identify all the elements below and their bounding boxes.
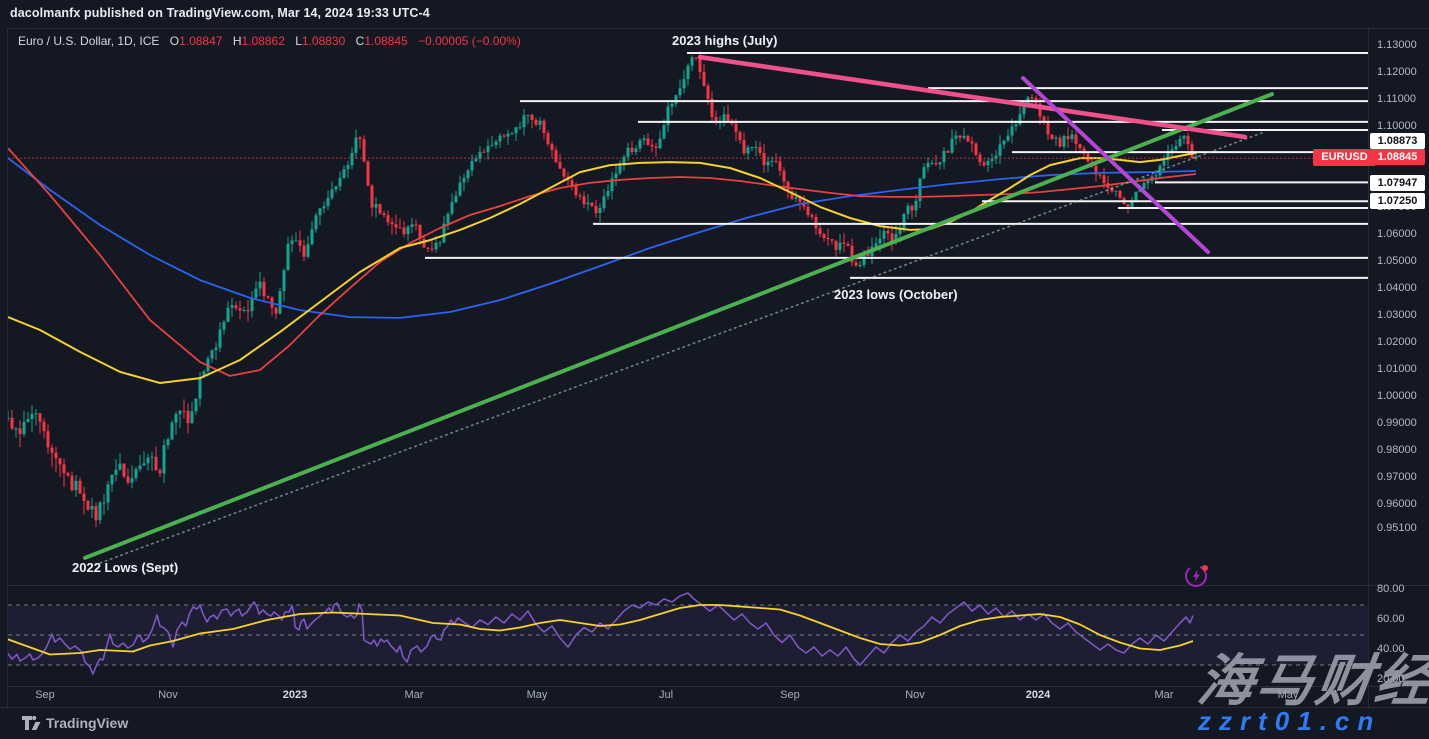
ma_blue-line (8, 157, 1197, 319)
ma_yellow-line (8, 151, 1197, 384)
annotation-2023-highs[interactable]: 2023 highs (July) (672, 33, 778, 48)
open-value: 1.08847 (179, 34, 223, 48)
rsi-ma-line (8, 604, 1194, 656)
change-value: −0.00005 (−0.00%) (418, 34, 521, 48)
purple-downtrend-line (1021, 76, 1210, 254)
symbol-price-badge: EURUSD (1313, 148, 1376, 166)
ma_red-line (8, 147, 1197, 377)
dotted-longterm-trendline (94, 132, 1263, 566)
price-axis-label: 0.98000 (1377, 444, 1417, 456)
high-label: H (232, 34, 242, 48)
pane-left-border (7, 28, 8, 707)
watermark-url: zzrt01.cn (1198, 706, 1382, 736)
price-axis-border[interactable] (1368, 28, 1369, 707)
watermark-text: 海马财经 (1194, 649, 1429, 712)
price-axis-label: 1.06000 (1377, 228, 1417, 240)
time-axis-label: Mar (1154, 689, 1174, 701)
notification-dot (1202, 565, 1208, 571)
price-axis-label: 0.99000 (1377, 417, 1417, 429)
time-axis-label: Sep (35, 689, 55, 701)
green-uptrend-line (83, 92, 1274, 560)
time-axis-label: Nov (158, 689, 178, 701)
low-label: L (295, 34, 302, 48)
technicals-gauge-icon[interactable] (1182, 560, 1212, 590)
symbol-legend[interactable]: Euro / U.S. Dollar, 1D, ICE O1.08847 H1.… (18, 34, 521, 48)
time-axis-divider (7, 686, 1429, 687)
rsi-axis-label: 20.00 (1377, 673, 1405, 685)
lightning-bolt-glyph (1193, 569, 1200, 583)
time-axis-label: 2024 (1025, 689, 1051, 701)
rsi-pane (8, 592, 1194, 675)
price-axis-label: 1.11000 (1377, 93, 1416, 105)
rsi-axis-label: 80.00 (1377, 583, 1405, 595)
symbol-title[interactable]: Euro / U.S. Dollar, 1D, ICE (18, 34, 160, 48)
open-label: O (169, 34, 180, 48)
trendlines (83, 54, 1274, 566)
rsi-axis-label: 60.00 (1377, 613, 1405, 625)
price-axis-label: 1.02000 (1377, 336, 1417, 348)
time-axis-label: 2023 (282, 689, 308, 701)
price-axis-label: 1.01000 (1377, 363, 1417, 375)
annotation-2023-lows[interactable]: 2023 lows (October) (834, 287, 958, 302)
rsi-line (8, 592, 1194, 675)
price-axis-label: 0.95100 (1377, 522, 1417, 535)
price-level-badge: 1.08845 (1370, 149, 1425, 165)
price-axis-label: 0.96000 (1377, 498, 1417, 510)
price-level-badge: 1.08873 (1370, 133, 1425, 149)
price-axis-label: 1.10000 (1377, 120, 1417, 132)
high-value: 1.08862 (241, 34, 285, 48)
price-axis-label: 1.04000 (1377, 282, 1417, 294)
price-axis-label: 0.97000 (1377, 471, 1417, 483)
close-value: 1.08845 (364, 34, 408, 48)
moving-averages (8, 147, 1197, 384)
header-divider (7, 28, 1429, 29)
price-level-badge: 1.07250 (1370, 193, 1425, 209)
footer-bar (0, 707, 1429, 739)
time-axis-label: Nov (905, 689, 925, 701)
time-axis-label: May (526, 689, 548, 701)
close-label: C (355, 34, 365, 48)
rsi-pane-divider[interactable] (7, 585, 1429, 586)
price-axis-label: 1.13000 (1377, 39, 1417, 51)
price-axis-label: 1.00000 (1377, 390, 1417, 402)
price-axis-label: 1.05000 (1377, 255, 1417, 267)
low-value: 1.08830 (301, 34, 346, 48)
time-axis-label: Jul (658, 689, 674, 701)
price-axis-label: 1.03000 (1377, 309, 1417, 321)
annotation-2022-lows[interactable]: 2022 Lows (Sept) (72, 560, 179, 575)
support-resistance-lines (425, 52, 1368, 279)
rsi-band-background (8, 604, 1368, 666)
tradingview-logo-icon[interactable] (22, 715, 42, 732)
time-axis-label: Mar (404, 689, 424, 701)
price-axis-label: 1.12000 (1377, 66, 1417, 78)
time-axis-label: Sep (780, 689, 800, 701)
pink-downtrend-line (697, 54, 1248, 140)
publish-info: dacolmanfx published on TradingView.com,… (10, 6, 430, 20)
tradingview-brand-text[interactable]: TradingView (46, 715, 129, 731)
price-level-badge: 1.07947 (1370, 175, 1425, 191)
rsi-axis-label: 40.00 (1377, 643, 1405, 655)
time-axis-label: May (1277, 689, 1299, 701)
